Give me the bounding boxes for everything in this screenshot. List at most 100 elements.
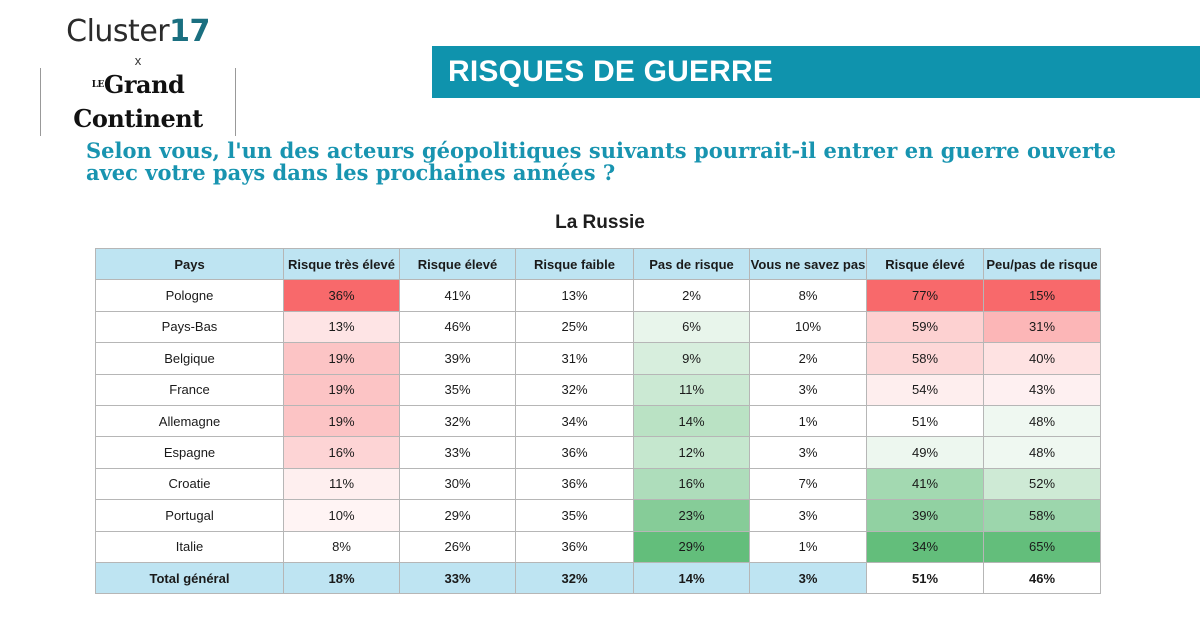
column-header: Risque élevé: [866, 247, 984, 281]
table-row: Croatie 11% 30% 36% 16% 7% 41% 52%: [95, 467, 1101, 501]
value-cell: 35%: [515, 499, 634, 532]
value-cell: 52%: [983, 467, 1101, 501]
value-cell: 36%: [515, 436, 634, 469]
value-cell: 6%: [633, 310, 750, 344]
country-cell: Italie: [95, 530, 284, 563]
value-cell: 11%: [633, 373, 750, 406]
value-cell: 10%: [749, 310, 867, 344]
value-cell: 1%: [749, 530, 867, 563]
value-cell: 49%: [866, 436, 984, 469]
value-cell: 2%: [633, 279, 750, 312]
country-cell: Portugal: [95, 499, 284, 532]
total-value-cell: 3%: [749, 561, 867, 595]
value-cell: 14%: [633, 404, 750, 438]
value-cell: 58%: [983, 499, 1101, 532]
value-cell: 13%: [283, 310, 400, 344]
country-cell: Pologne: [95, 279, 284, 312]
value-cell: 29%: [399, 499, 516, 532]
total-row: Total général 18% 33% 32% 14% 3% 51% 46%: [95, 561, 1101, 595]
value-cell: 11%: [283, 467, 400, 501]
cross-mark: x: [134, 53, 142, 68]
value-cell: 13%: [515, 279, 634, 312]
value-cell: 35%: [399, 373, 516, 406]
value-cell: 48%: [983, 404, 1101, 438]
value-cell: 54%: [866, 373, 984, 406]
value-cell: 16%: [283, 436, 400, 469]
value-cell: 19%: [283, 373, 400, 406]
total-value-cell: 14%: [633, 561, 750, 595]
country-cell: Croatie: [95, 467, 284, 501]
header-row: Pays Risque très élevé Risque élevé Risque …: [95, 247, 1101, 281]
total-value-cell: 51%: [866, 561, 984, 595]
total-value-cell: 46%: [983, 561, 1101, 595]
total-value-cell: 32%: [515, 561, 634, 595]
value-cell: 29%: [633, 530, 750, 563]
value-cell: 41%: [399, 279, 516, 312]
value-cell: 32%: [515, 373, 634, 406]
value-cell: 48%: [983, 436, 1101, 469]
country-cell: Allemagne: [95, 404, 284, 438]
value-cell: 46%: [399, 310, 516, 344]
column-header: Pas de risque: [633, 247, 750, 281]
value-cell: 36%: [515, 530, 634, 563]
value-cell: 36%: [515, 467, 634, 501]
value-cell: 1%: [749, 404, 867, 438]
value-cell: 41%: [866, 467, 984, 501]
table-row: Pologne 36% 41% 13% 2% 8% 77% 15%: [95, 279, 1101, 312]
table-row: France 19% 35% 32% 11% 3% 54% 43%: [95, 373, 1101, 406]
table-row: Belgique 19% 39% 31% 9% 2% 58% 40%: [95, 342, 1101, 375]
survey-question: Selon vous, l'un des acteurs géopolitiqu…: [86, 138, 1116, 185]
value-cell: 16%: [633, 467, 750, 501]
value-cell: 19%: [283, 342, 400, 375]
value-cell: 36%: [283, 279, 400, 312]
value-cell: 26%: [399, 530, 516, 563]
country-cell: France: [95, 373, 284, 406]
banner-title: RISQUES DE GUERRE: [448, 55, 774, 88]
branding: Cluster17 x LEGrand Continent: [40, 12, 236, 136]
value-cell: 58%: [866, 342, 984, 375]
table-row: Pays-Bas 13% 46% 25% 6% 10% 59% 31%: [95, 310, 1101, 344]
value-cell: 31%: [983, 310, 1101, 344]
cluster17-logo: Cluster17: [66, 14, 210, 49]
value-cell: 8%: [749, 279, 867, 312]
value-cell: 32%: [399, 404, 516, 438]
column-header: Peu/pas de risque: [983, 247, 1101, 281]
total-label: Total général: [95, 561, 284, 595]
table-row: Allemagne 19% 32% 34% 14% 1% 51% 48%: [95, 404, 1101, 438]
value-cell: 23%: [633, 499, 750, 532]
value-cell: 15%: [983, 279, 1101, 312]
value-cell: 19%: [283, 404, 400, 438]
table-row: Italie 8% 26% 36% 29% 1% 34% 65%: [95, 530, 1101, 563]
value-cell: 2%: [749, 342, 867, 375]
table-row: Espagne 16% 33% 36% 12% 3% 49% 48%: [95, 436, 1101, 469]
country-cell: Pays-Bas: [95, 310, 284, 344]
country-cell: Espagne: [95, 436, 284, 469]
value-cell: 10%: [283, 499, 400, 532]
value-cell: 34%: [515, 404, 634, 438]
table-row: Portugal 10% 29% 35% 23% 3% 39% 58%: [95, 499, 1101, 532]
column-header: Risque élevé: [399, 247, 516, 281]
total-value-cell: 18%: [283, 561, 400, 595]
column-header: Risque faible: [515, 247, 634, 281]
value-cell: 77%: [866, 279, 984, 312]
value-cell: 30%: [399, 467, 516, 501]
value-cell: 39%: [399, 342, 516, 375]
value-cell: 3%: [749, 499, 867, 532]
results-table: Pays Risque très élevé Risque élevé Risque …: [95, 247, 1101, 595]
value-cell: 43%: [983, 373, 1101, 406]
grand-continent-logo: LEGrand Continent: [40, 68, 236, 136]
value-cell: 65%: [983, 530, 1101, 563]
value-cell: 9%: [633, 342, 750, 375]
value-cell: 34%: [866, 530, 984, 563]
value-cell: 8%: [283, 530, 400, 563]
value-cell: 51%: [866, 404, 984, 438]
country-cell: Belgique: [95, 342, 284, 375]
title-banner: RISQUES DE GUERRE: [432, 46, 1200, 98]
table-title: La Russie: [555, 212, 645, 233]
column-header: Vous ne savez pas: [749, 247, 867, 281]
value-cell: 25%: [515, 310, 634, 344]
value-cell: 59%: [866, 310, 984, 344]
value-cell: 33%: [399, 436, 516, 469]
value-cell: 40%: [983, 342, 1101, 375]
column-header: Pays: [95, 247, 284, 281]
